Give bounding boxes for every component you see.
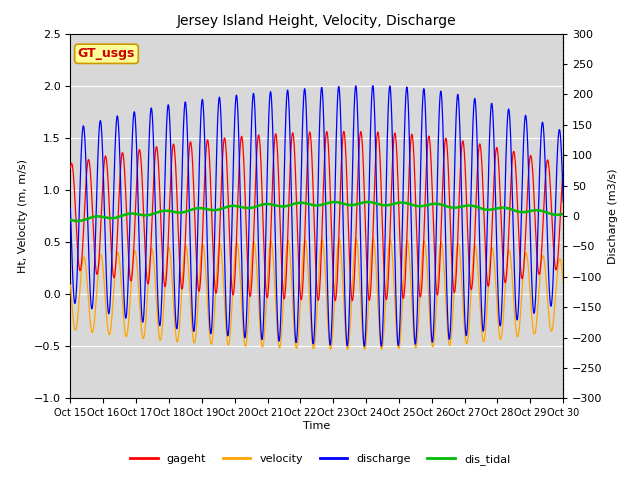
Text: GT_usgs: GT_usgs <box>78 48 135 60</box>
Title: Jersey Island Height, Velocity, Discharge: Jersey Island Height, Velocity, Discharg… <box>177 14 456 28</box>
Y-axis label: Ht, Velocity (m, m/s): Ht, Velocity (m, m/s) <box>18 159 28 273</box>
X-axis label: Time: Time <box>303 421 330 431</box>
Y-axis label: Discharge (m3/s): Discharge (m3/s) <box>608 168 618 264</box>
Legend: gageht, velocity, discharge, dis_tidal: gageht, velocity, discharge, dis_tidal <box>125 450 515 469</box>
